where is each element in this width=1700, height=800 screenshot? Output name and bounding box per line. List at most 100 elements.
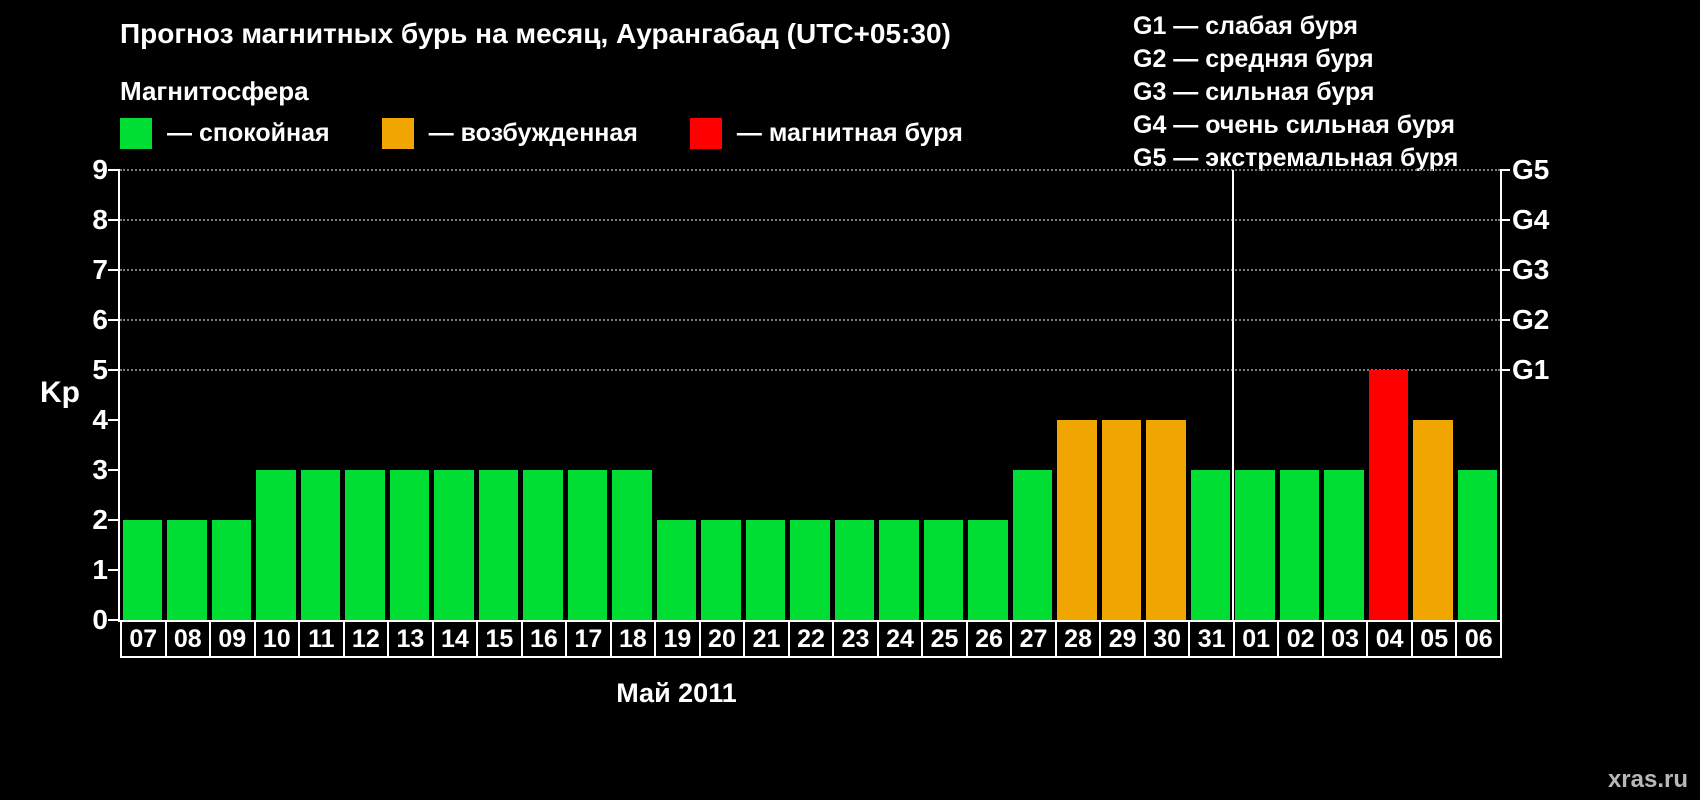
day-label-24: 24 — [876, 620, 924, 658]
storm-color-swatch-icon — [689, 118, 722, 149]
bar-day-20 — [701, 520, 741, 620]
bar-day-25 — [923, 520, 964, 620]
day-label-17: 17 — [565, 620, 612, 658]
y-axis-label: Kp — [40, 376, 80, 409]
bar-day-05 — [1413, 420, 1453, 620]
bar-day-12 — [345, 470, 385, 620]
y-tick-label-8: 8 — [92, 204, 108, 235]
y-tick-label-3: 3 — [92, 454, 108, 485]
y-tick-label-9: 9 — [92, 154, 108, 185]
g-legend-item-g2: G2 — средняя буря — [1133, 45, 1374, 73]
gridline-kp-7 — [120, 269, 1500, 271]
day-label-16: 16 — [520, 620, 568, 658]
bar-day-14 — [434, 470, 474, 620]
right-axis-label-g3: G3 — [1512, 254, 1550, 285]
bar-day-26 — [968, 520, 1008, 620]
bar-day-06 — [1457, 470, 1498, 620]
bar-day-22 — [790, 520, 830, 620]
g-legend-item-g5: G5 — экстремальная буря — [1133, 144, 1459, 172]
day-label-31: 31 — [1188, 620, 1235, 658]
y-tick-label-7: 7 — [92, 254, 108, 285]
watermark: xras.ru — [1607, 766, 1688, 793]
gridline-kp-5 — [120, 369, 1500, 371]
day-label-20: 20 — [698, 620, 746, 658]
day-label-05: 05 — [1410, 620, 1458, 658]
day-label-15: 15 — [476, 620, 523, 658]
legend-item-storm-label: — магнитная буря — [736, 119, 963, 147]
day-label-04: 04 — [1366, 620, 1413, 658]
day-label-27: 27 — [1010, 620, 1057, 658]
y-tick-label-2: 2 — [92, 504, 108, 535]
bar-day-04 — [1368, 370, 1409, 620]
day-label-21: 21 — [743, 620, 790, 658]
gridline-kp-8 — [120, 219, 1500, 221]
magnetosphere-legend: — спокойная — возбужденная — магнитная б… — [120, 118, 1015, 149]
bar-day-10 — [256, 470, 296, 620]
page-title: Прогноз магнитных бурь на месяц, Ауранга… — [120, 18, 951, 49]
day-label-06: 06 — [1455, 620, 1502, 658]
day-label-02: 02 — [1277, 620, 1324, 658]
left-tick-kp-2 — [108, 519, 120, 521]
day-label-19: 19 — [654, 620, 701, 658]
day-label-28: 28 — [1054, 620, 1102, 658]
day-label-08: 08 — [164, 620, 212, 658]
left-tick-kp-4 — [108, 419, 120, 421]
excited-color-swatch-icon — [381, 118, 414, 149]
day-label-03: 03 — [1321, 620, 1369, 658]
g-legend-item-g1: G1 — слабая буря — [1133, 12, 1359, 40]
bar-day-13 — [389, 470, 430, 620]
day-label-29: 29 — [1099, 620, 1146, 658]
right-tick-kp-9 — [1500, 169, 1510, 171]
right-axis-label-g5: G5 — [1512, 154, 1550, 185]
day-label-30: 30 — [1143, 620, 1191, 658]
bar-day-31 — [1190, 470, 1231, 620]
legend-item-quiet: — спокойная — [120, 118, 330, 149]
bar-day-24 — [879, 520, 919, 620]
y-tick-label-1: 1 — [92, 554, 108, 585]
bar-day-07 — [122, 520, 163, 620]
bar-day-15 — [478, 470, 519, 620]
day-label-18: 18 — [609, 620, 657, 658]
bar-day-17 — [567, 470, 608, 620]
day-label-13: 13 — [387, 620, 434, 658]
y-tick-label-4: 4 — [92, 404, 108, 435]
y-tick-label-6: 6 — [92, 304, 108, 335]
legend-item-excited: — возбужденная — [381, 118, 638, 149]
left-tick-kp-9 — [108, 169, 120, 171]
quiet-color-swatch-icon — [120, 118, 152, 149]
legend-item-excited-label: — возбужденная — [428, 119, 638, 147]
left-tick-kp-0 — [108, 619, 120, 621]
day-label-23: 23 — [832, 620, 879, 658]
left-tick-kp-6 — [108, 319, 120, 321]
right-axis-label-g2: G2 — [1512, 304, 1550, 335]
day-label-22: 22 — [787, 620, 835, 658]
day-label-10: 10 — [253, 620, 301, 658]
bar-day-23 — [834, 520, 875, 620]
bar-day-16 — [523, 470, 563, 620]
bar-day-27 — [1012, 470, 1053, 620]
day-label-26: 26 — [965, 620, 1013, 658]
legend-item-quiet-label: — спокойная — [167, 119, 330, 147]
gridline-kp-9 — [120, 169, 1500, 171]
g-legend-item-g3: G3 — сильная буря — [1133, 78, 1375, 106]
x-axis-month-label: Май 2011 — [616, 678, 737, 708]
legend-item-storm: — магнитная буря — [689, 118, 963, 149]
bar-day-01 — [1235, 470, 1275, 620]
day-label-09: 09 — [209, 620, 256, 658]
right-tick-kp-8 — [1500, 219, 1510, 221]
bar-day-02 — [1279, 470, 1320, 620]
right-tick-kp-6 — [1500, 319, 1510, 321]
bar-day-09 — [211, 520, 252, 620]
right-axis-label-g1: G1 — [1512, 354, 1550, 385]
bar-day-28 — [1057, 420, 1097, 620]
day-label-11: 11 — [298, 620, 345, 658]
right-tick-kp-5 — [1500, 369, 1510, 371]
bar-day-11 — [300, 470, 341, 620]
g-legend-item-g4: G4 — очень сильная буря — [1133, 111, 1455, 139]
day-label-12: 12 — [342, 620, 390, 658]
y-axis-line — [118, 170, 120, 622]
bar-day-29 — [1101, 420, 1142, 620]
bar-day-08 — [167, 520, 207, 620]
left-tick-kp-7 — [108, 269, 120, 271]
